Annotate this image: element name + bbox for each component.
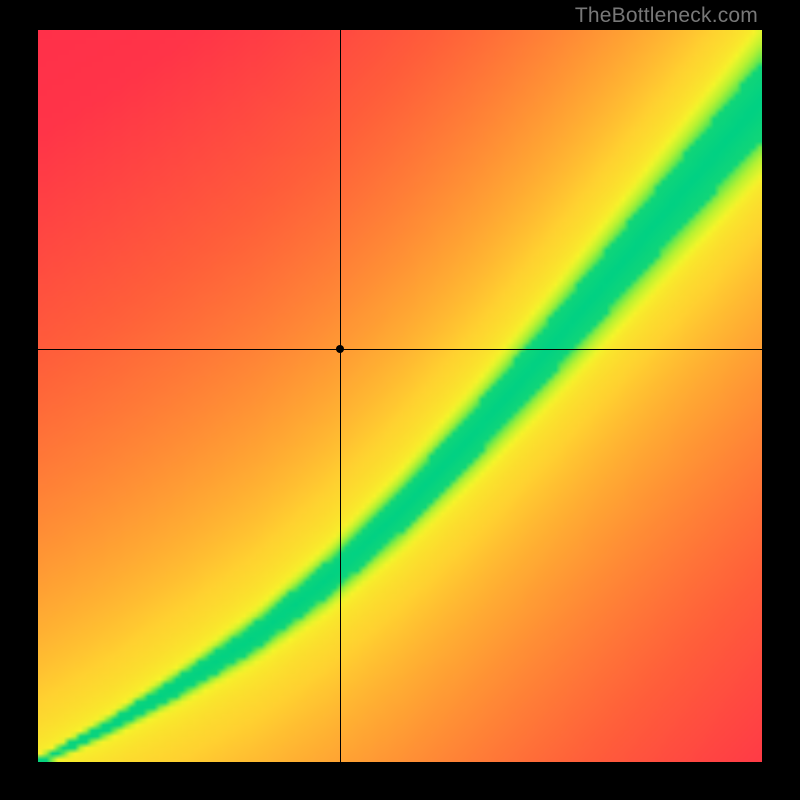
watermark: TheBottleneck.com	[575, 4, 758, 28]
heatmap-plot	[38, 30, 762, 762]
crosshair-vertical	[340, 30, 341, 762]
crosshair-horizontal	[38, 349, 762, 350]
heatmap-canvas	[38, 30, 762, 762]
crosshair-marker	[336, 345, 344, 353]
